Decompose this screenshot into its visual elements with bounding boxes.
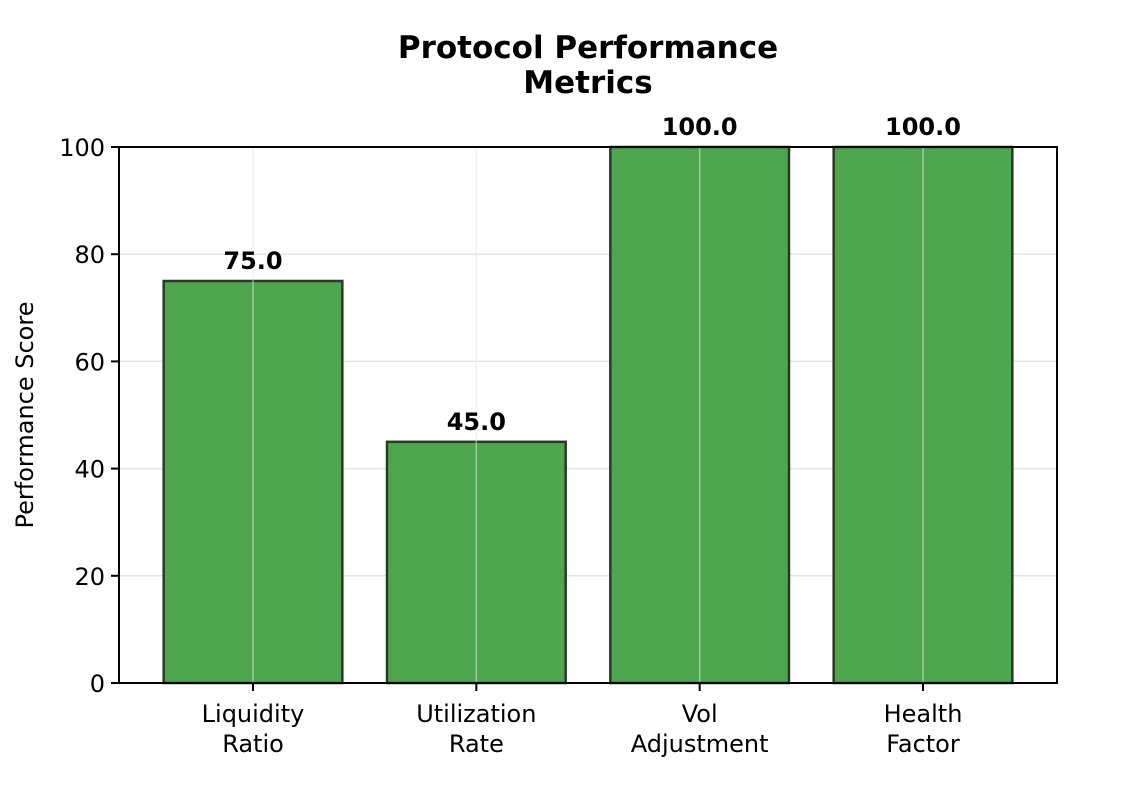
chart-title-line-1: Protocol Performance xyxy=(398,30,778,66)
x-tick-label: Ratio xyxy=(222,730,284,758)
x-tick-label: Adjustment xyxy=(631,730,769,758)
plot-frame xyxy=(118,146,1058,684)
x-tick-label: Factor xyxy=(886,730,960,758)
bar-value-label: 45.0 xyxy=(447,408,506,436)
x-tick-label: Utilization xyxy=(416,700,536,728)
y-axis-label: Performance Score xyxy=(11,302,39,529)
x-tick-label: Rate xyxy=(449,730,504,758)
bar-value-label: 75.0 xyxy=(223,247,282,275)
y-tick-label: 0 xyxy=(90,670,105,698)
bar-value-label: 100.0 xyxy=(885,113,961,141)
x-tick-label: Health xyxy=(884,700,963,728)
bars xyxy=(162,145,1014,685)
x-tick-label: Vol xyxy=(682,700,718,728)
y-tick-label: 80 xyxy=(74,241,105,269)
y-tick-label: 20 xyxy=(74,563,105,591)
x-tick-label: Liquidity xyxy=(202,700,305,728)
y-tick-label: 40 xyxy=(74,456,105,484)
y-tick-label: 60 xyxy=(74,348,105,376)
bar-value-label: 100.0 xyxy=(662,113,738,141)
axis-ticks xyxy=(111,146,924,691)
y-tick-label: 100 xyxy=(59,134,105,162)
chart-title-line-2: Metrics xyxy=(523,65,652,101)
